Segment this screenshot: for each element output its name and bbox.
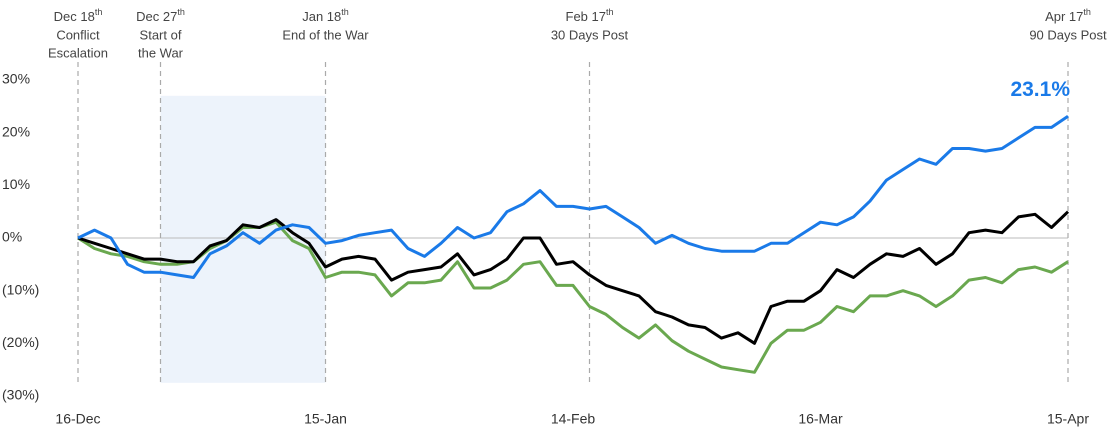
event-date-suffix: th [341, 7, 349, 17]
event-date: Apr 17th [1045, 7, 1091, 24]
event-date: Dec 18th [54, 7, 103, 24]
y-tick-label: 20% [2, 123, 30, 139]
y-tick-label: (20%) [2, 334, 39, 350]
x-tick-label: 15-Jan [304, 411, 347, 427]
series-line [77, 115, 1069, 279]
y-tick-label: 0% [2, 229, 22, 245]
y-tick-label: (10%) [2, 281, 39, 297]
event-date-text: Feb 17 [566, 9, 606, 24]
event-date-suffix: th [606, 7, 614, 17]
event-label: the War [138, 45, 184, 60]
data-label: 23.1% [1010, 78, 1070, 101]
y-tick-label: (30%) [2, 387, 39, 403]
event-date: Dec 27th [136, 7, 185, 24]
event-date-text: Apr 17 [1045, 9, 1083, 24]
event-date: Feb 17th [566, 7, 614, 24]
x-tick-label: 14-Feb [551, 411, 596, 427]
series-line [77, 210, 1070, 345]
shaded-period [160, 95, 326, 383]
x-tick-label: 16-Dec [55, 411, 100, 427]
event-date-suffix: th [177, 7, 185, 17]
event-date-suffix: th [1083, 7, 1091, 17]
event-label: End of the War [282, 27, 369, 42]
event-label: Start of [140, 27, 182, 42]
x-tick-label: 15-Apr [1047, 411, 1089, 427]
x-tick-label: 16-Mar [798, 411, 843, 427]
event-label: Escalation [48, 45, 108, 60]
y-tick-label: 10% [2, 176, 30, 192]
event-date-suffix: th [95, 7, 103, 17]
event-date-text: Dec 27 [136, 9, 177, 24]
event-label: 30 Days Post [551, 27, 629, 42]
event-label: Conflict [56, 27, 100, 42]
event-date-text: Jan 18 [302, 9, 341, 24]
series-line [77, 220, 1069, 374]
event-date-text: Dec 18 [54, 9, 95, 24]
event-date: Jan 18th [302, 7, 349, 24]
event-label: 90 Days Post [1029, 27, 1107, 42]
y-tick-label: 30% [2, 71, 30, 87]
